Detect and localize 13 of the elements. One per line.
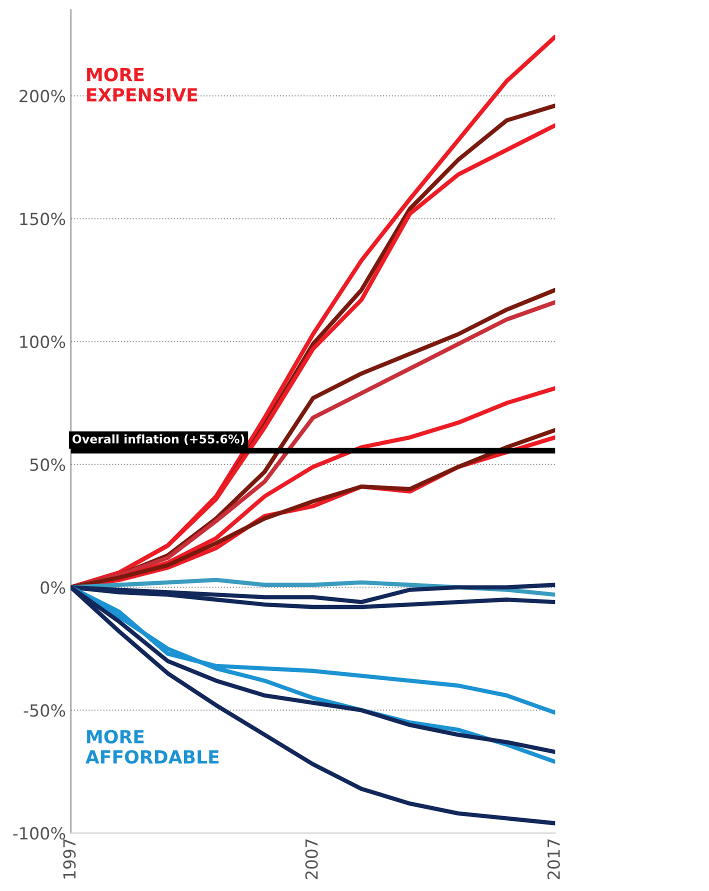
x-tick-label: 1997 (63, 839, 76, 879)
y-tick-label: 200% (20, 90, 66, 102)
annotation: MORE EXPENSIVE (87, 68, 198, 102)
y-tick-label: 150% (20, 212, 66, 226)
x-tick-label: 2017 (547, 839, 560, 880)
y-tick-label: 50% (30, 458, 66, 472)
y-tick-label: -50% (24, 704, 66, 717)
y-tick-label: 100% (20, 336, 66, 348)
y-tick-label: -100% (13, 827, 66, 840)
x-tick-label: 2007 (305, 839, 318, 880)
ref-line-label: Overall inflation (+55.6%) (72, 434, 244, 445)
y-tick-label: 0% (40, 581, 66, 594)
annotation: MORE AFFORDABLE (86, 730, 219, 764)
